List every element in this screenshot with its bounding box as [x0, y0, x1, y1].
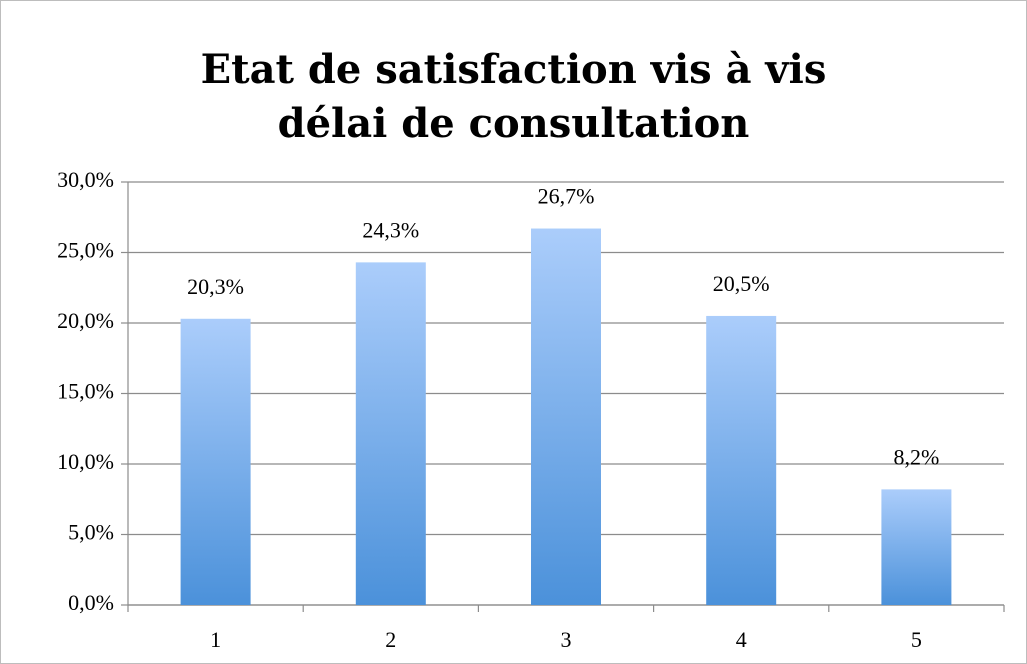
- y-tick-label: 30,0%: [57, 167, 114, 192]
- bar: [180, 318, 251, 605]
- x-tick-label: 3: [561, 627, 572, 652]
- y-tick-label: 20,0%: [57, 308, 114, 333]
- x-tick-label: 5: [911, 627, 922, 652]
- data-label: 20,3%: [187, 274, 244, 299]
- y-tick-label: 25,0%: [57, 238, 114, 263]
- data-label: 24,3%: [362, 217, 419, 242]
- y-tick-label: 10,0%: [57, 449, 114, 474]
- chart-title: Etat de satisfaction vis à vis délai de …: [200, 46, 827, 147]
- y-tick-label: 0,0%: [68, 590, 114, 615]
- y-tick-label: 5,0%: [68, 520, 114, 545]
- data-label: 8,2%: [893, 444, 939, 469]
- x-tick-label: 4: [736, 627, 747, 652]
- bar: [531, 228, 601, 605]
- data-label: 20,5%: [713, 271, 770, 296]
- x-tick-label: 2: [385, 627, 396, 652]
- data-label: 26,7%: [538, 184, 595, 209]
- bar: [706, 315, 777, 605]
- y-tick-label: 15,0%: [57, 379, 114, 404]
- bar: [881, 489, 952, 605]
- bar: [355, 262, 426, 605]
- x-tick-label: 1: [210, 627, 221, 652]
